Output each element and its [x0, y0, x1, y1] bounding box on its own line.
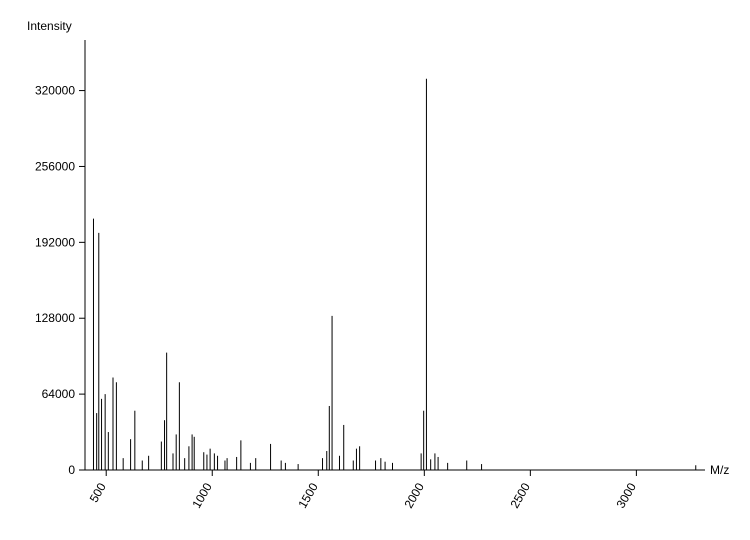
x-axis-label: M/z [710, 463, 729, 477]
mass-spectrum-chart: 0640001280001920002560003200005001000150… [0, 0, 750, 540]
y-tick-label: 128000 [35, 311, 75, 325]
y-tick-label: 320000 [35, 84, 75, 98]
spectrum-svg: 0640001280001920002560003200005001000150… [0, 0, 750, 540]
y-tick-label: 64000 [42, 387, 76, 401]
y-tick-label: 256000 [35, 159, 75, 173]
y-tick-label: 192000 [35, 235, 75, 249]
y-axis-label: Intensity [27, 19, 72, 33]
y-tick-label: 0 [68, 463, 75, 477]
